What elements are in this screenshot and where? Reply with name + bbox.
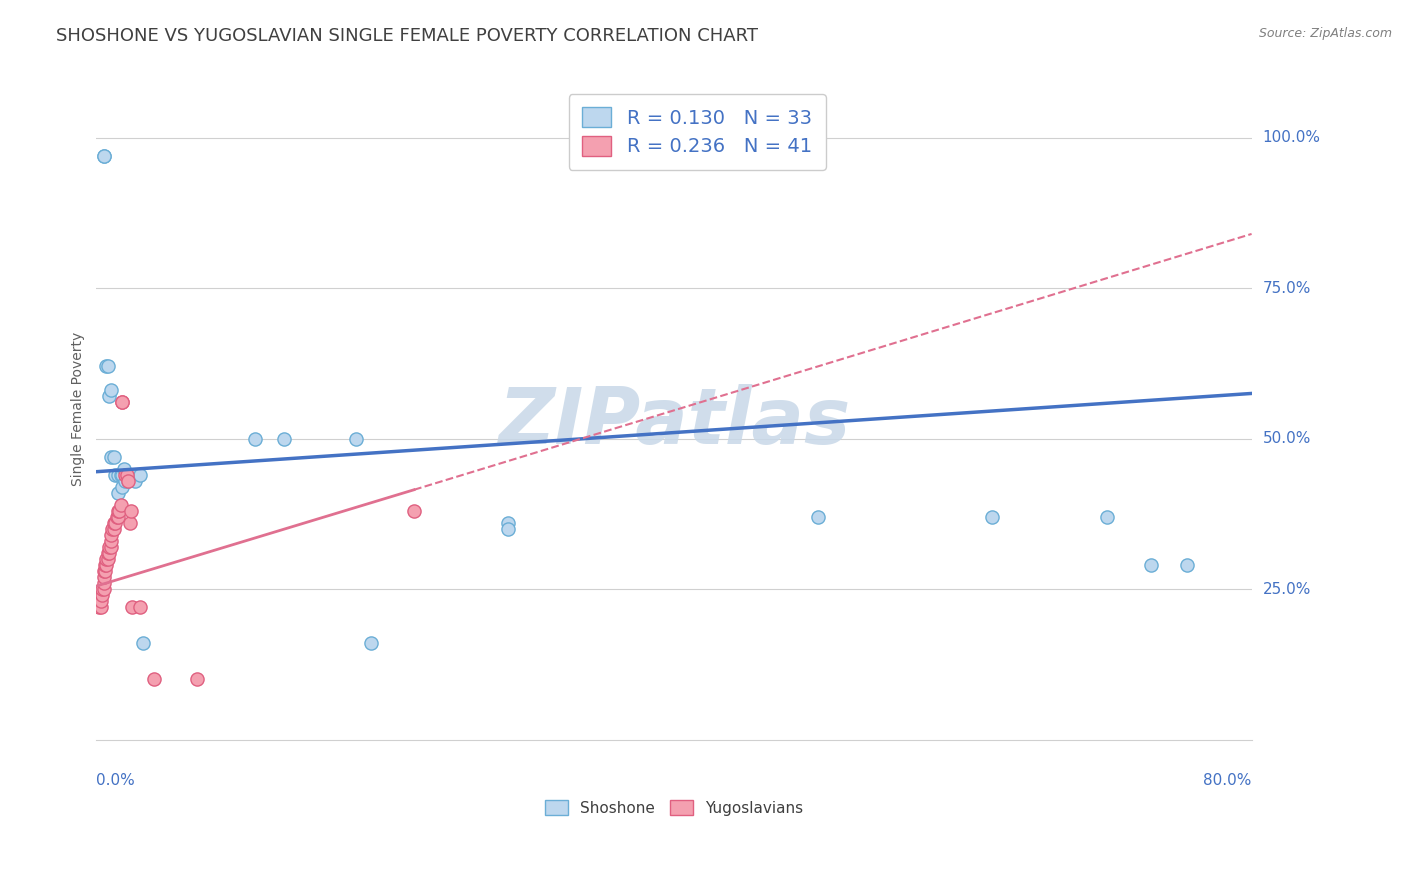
Point xyxy=(111,480,134,494)
Point xyxy=(980,509,1002,524)
Point xyxy=(101,522,124,536)
Point xyxy=(96,359,118,374)
Point xyxy=(98,540,121,554)
Text: 0.0%: 0.0% xyxy=(97,772,135,788)
Point xyxy=(97,546,120,560)
Point xyxy=(91,582,114,596)
Point xyxy=(98,389,121,403)
Text: SHOSHONE VS YUGOSLAVIAN SINGLE FEMALE POVERTY CORRELATION CHART: SHOSHONE VS YUGOSLAVIAN SINGLE FEMALE PO… xyxy=(56,27,758,45)
Point xyxy=(107,504,129,518)
Point xyxy=(111,467,134,482)
Point xyxy=(89,600,111,615)
Point xyxy=(104,516,127,530)
Point xyxy=(100,533,122,548)
Point xyxy=(96,552,118,566)
Point xyxy=(93,576,115,591)
Point xyxy=(114,474,136,488)
Text: 100.0%: 100.0% xyxy=(1263,130,1320,145)
Point xyxy=(360,636,382,650)
Legend: Shoshone, Yugoslavians: Shoshone, Yugoslavians xyxy=(538,794,810,822)
Point xyxy=(245,432,267,446)
Point xyxy=(93,570,115,584)
Point xyxy=(117,474,139,488)
Point xyxy=(128,600,150,615)
Point xyxy=(97,359,120,374)
Point xyxy=(273,432,295,446)
Point xyxy=(1139,558,1161,572)
Point xyxy=(105,509,128,524)
Point xyxy=(121,467,143,482)
Point xyxy=(124,474,146,488)
Point xyxy=(112,461,135,475)
Point xyxy=(103,450,125,464)
Point xyxy=(93,149,115,163)
Point xyxy=(107,509,129,524)
Point xyxy=(117,474,139,488)
Point xyxy=(115,467,138,482)
Point xyxy=(120,504,142,518)
Point xyxy=(93,582,115,596)
Point xyxy=(108,504,131,518)
Point xyxy=(107,485,129,500)
Point xyxy=(111,395,134,409)
Y-axis label: Single Female Poverty: Single Female Poverty xyxy=(72,331,86,485)
Point xyxy=(100,384,122,398)
Text: 80.0%: 80.0% xyxy=(1204,772,1251,788)
Point xyxy=(94,564,117,578)
Point xyxy=(110,467,132,482)
Point xyxy=(94,558,117,572)
Point xyxy=(90,594,112,608)
Point xyxy=(100,450,122,464)
Text: 50.0%: 50.0% xyxy=(1263,431,1310,446)
Point xyxy=(131,636,153,650)
Point xyxy=(97,552,120,566)
Point xyxy=(496,522,519,536)
Point xyxy=(143,673,166,687)
Point xyxy=(103,516,125,530)
Point xyxy=(1175,558,1198,572)
Point xyxy=(807,509,830,524)
Text: Source: ZipAtlas.com: Source: ZipAtlas.com xyxy=(1258,27,1392,40)
Point xyxy=(496,516,519,530)
Point xyxy=(111,395,134,409)
Point xyxy=(93,564,115,578)
Text: ZIPatlas: ZIPatlas xyxy=(498,384,851,459)
Point xyxy=(115,467,138,482)
Point xyxy=(344,432,367,446)
Point xyxy=(186,673,208,687)
Point xyxy=(110,498,132,512)
Point xyxy=(104,467,127,482)
Point xyxy=(98,546,121,560)
Point xyxy=(100,540,122,554)
Point xyxy=(90,600,112,615)
Text: 75.0%: 75.0% xyxy=(1263,281,1310,295)
Point xyxy=(114,467,136,482)
Point xyxy=(93,149,115,163)
Point xyxy=(100,528,122,542)
Point xyxy=(107,467,129,482)
Point xyxy=(402,504,425,518)
Point xyxy=(103,522,125,536)
Point xyxy=(118,516,141,530)
Point xyxy=(121,600,143,615)
Point xyxy=(128,467,150,482)
Text: 25.0%: 25.0% xyxy=(1263,582,1310,597)
Point xyxy=(91,588,114,602)
Point xyxy=(96,558,118,572)
Point xyxy=(1095,509,1118,524)
